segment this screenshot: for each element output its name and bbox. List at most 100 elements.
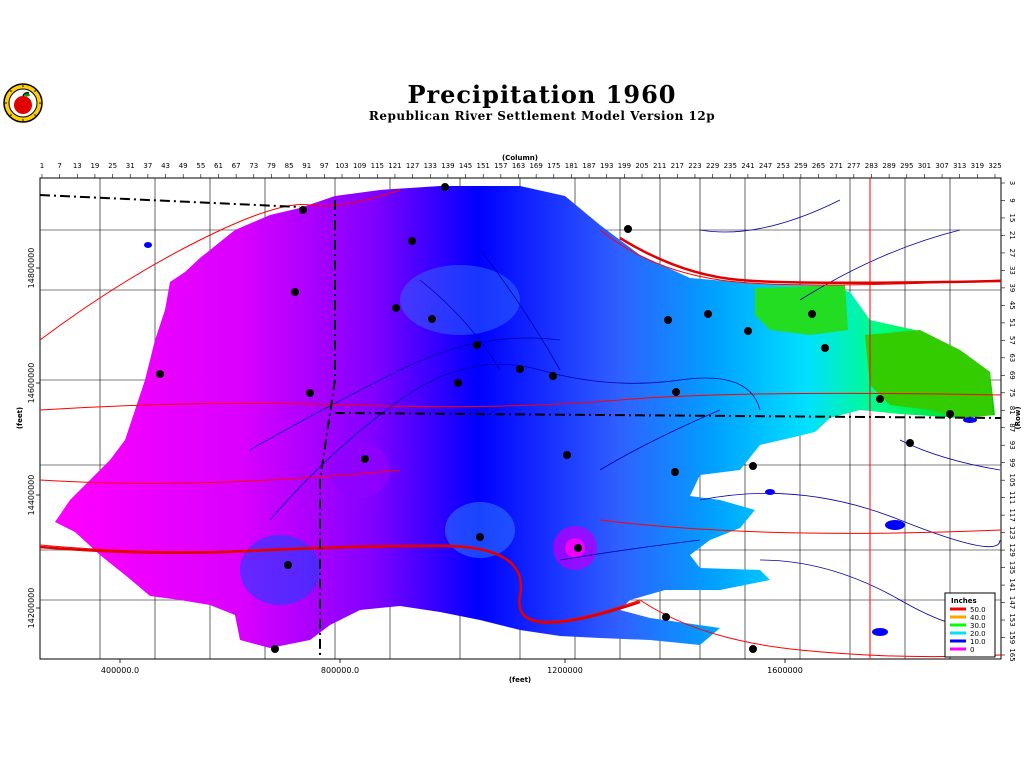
- column-tick-label: 115: [371, 162, 384, 170]
- x-feet-tick-label: 800000.0: [321, 666, 359, 675]
- row-tick-label: 165: [1008, 648, 1016, 661]
- column-tick-label: 97: [320, 162, 329, 170]
- column-tick-label: 289: [882, 162, 895, 170]
- column-tick-label: 55: [196, 162, 205, 170]
- column-tick-label: 49: [179, 162, 188, 170]
- y-feet-axis-label: (feet): [16, 407, 24, 429]
- column-tick-label: 127: [406, 162, 419, 170]
- column-axis-label: (Column): [502, 154, 538, 162]
- column-tick-label: 199: [618, 162, 631, 170]
- row-tick-label: 111: [1008, 491, 1016, 504]
- x-feet-axis-label: (feet): [509, 676, 531, 684]
- column-tick-label: 247: [759, 162, 772, 170]
- river-network: [249, 199, 1001, 628]
- column-tick-label: 7: [57, 162, 61, 170]
- column-tick-label: 307: [935, 162, 948, 170]
- column-tick-label: 31: [126, 162, 135, 170]
- row-tick-label: 159: [1008, 631, 1016, 644]
- row-tick-label: 63: [1008, 353, 1016, 362]
- legend-entry-label: 30.0: [970, 622, 986, 630]
- column-tick-label: 313: [953, 162, 966, 170]
- column-tick-label: 121: [388, 162, 401, 170]
- column-tick-label: 259: [794, 162, 807, 170]
- column-tick-label: 13: [73, 162, 82, 170]
- row-tick-label: 87: [1008, 423, 1016, 432]
- column-tick-label: 253: [777, 162, 790, 170]
- x-feet-tick-label: 1200000: [547, 666, 583, 675]
- row-tick-label: 153: [1008, 613, 1016, 626]
- column-tick-label: 91: [302, 162, 311, 170]
- row-tick-label: 147: [1008, 596, 1016, 609]
- row-tick-label: 33: [1008, 266, 1016, 275]
- map-title: Precipitation 1960: [407, 80, 677, 109]
- column-tick-label: 139: [441, 162, 454, 170]
- column-tick-label: 103: [335, 162, 348, 170]
- column-tick-label: 229: [706, 162, 719, 170]
- row-tick-label: 57: [1008, 336, 1016, 345]
- y-feet-tick-label: 14400000: [27, 475, 36, 516]
- row-tick-label: 81: [1008, 406, 1016, 415]
- legend-entry-label: 10.0: [970, 638, 986, 646]
- row-tick-label: 69: [1008, 371, 1016, 380]
- precip-lobe: [330, 442, 390, 498]
- column-tick-label: 175: [547, 162, 560, 170]
- column-tick-label: 163: [512, 162, 525, 170]
- x-feet-tick-labels: 400000.0 800000.0 1200000 1600000: [101, 659, 803, 675]
- row-tick-label: 135: [1008, 561, 1016, 574]
- column-tick-label: 67: [232, 162, 241, 170]
- gage-stations: [156, 183, 954, 653]
- y-feet-tick-label: 14600000: [27, 363, 36, 404]
- column-tick-label: 265: [812, 162, 825, 170]
- column-tick-label: 223: [688, 162, 701, 170]
- column-tick-label: 85: [285, 162, 294, 170]
- precip-high-area: [755, 285, 848, 335]
- row-tick-label: 129: [1008, 543, 1016, 556]
- legend-entry-label: 20.0: [970, 630, 986, 638]
- column-tick-label: 145: [459, 162, 472, 170]
- row-tick-label: 93: [1008, 441, 1016, 450]
- map-subtitle: Republican River Settlement Model Versio…: [368, 109, 716, 123]
- y-feet-tick-label: 14800000: [27, 248, 36, 289]
- x-feet-tick-label: 1600000: [767, 666, 803, 675]
- column-tick-label: 301: [918, 162, 931, 170]
- row-tick-label: 99: [1008, 458, 1016, 467]
- row-tick-label: 9: [1008, 198, 1016, 202]
- column-tick-label: 133: [424, 162, 437, 170]
- row-tick-label: 27: [1008, 248, 1016, 257]
- apple-seal-icon: [3, 83, 43, 123]
- column-tick-label: 187: [582, 162, 595, 170]
- column-tick-label: 217: [671, 162, 684, 170]
- column-tick-label: 205: [635, 162, 648, 170]
- legend-title: Inches: [951, 597, 977, 605]
- column-tick-label: 1: [40, 162, 44, 170]
- column-tick-label: 61: [214, 162, 223, 170]
- column-tick-label: 295: [900, 162, 913, 170]
- column-tick-label: 193: [600, 162, 613, 170]
- x-feet-tick-label: 400000.0: [101, 666, 139, 675]
- column-tick-label: 283: [865, 162, 878, 170]
- column-tick-label: 79: [267, 162, 276, 170]
- row-tick-label: 39: [1008, 283, 1016, 292]
- column-tick-label: 181: [565, 162, 578, 170]
- row-tick-label: 51: [1008, 318, 1016, 327]
- column-tick-label: 43: [161, 162, 170, 170]
- state-boundary: [40, 194, 1001, 659]
- column-tick-label: 19: [90, 162, 99, 170]
- column-tick-label: 277: [847, 162, 860, 170]
- column-tick-label: 211: [653, 162, 666, 170]
- column-tick-label: 37: [143, 162, 152, 170]
- row-tick-label: 75: [1008, 388, 1016, 397]
- row-tick-label: 105: [1008, 473, 1016, 486]
- column-tick-labels: 1 7 13 19 25 31 37 43 49 55 61 67 73 79 85 91 97 103 109 11…: [40, 162, 1002, 178]
- column-tick-label: 25: [108, 162, 117, 170]
- row-tick-label: 141: [1008, 578, 1016, 591]
- row-tick-label: 3: [1008, 181, 1016, 185]
- column-tick-label: 109: [353, 162, 366, 170]
- legend-entry-label: 40.0: [970, 614, 986, 622]
- column-tick-label: 241: [741, 162, 754, 170]
- y-feet-tick-label: 14200000: [27, 588, 36, 629]
- row-tick-label: 45: [1008, 301, 1016, 310]
- row-tick-label: 21: [1008, 231, 1016, 240]
- row-tick-label: 117: [1008, 508, 1016, 521]
- column-tick-label: 157: [494, 162, 507, 170]
